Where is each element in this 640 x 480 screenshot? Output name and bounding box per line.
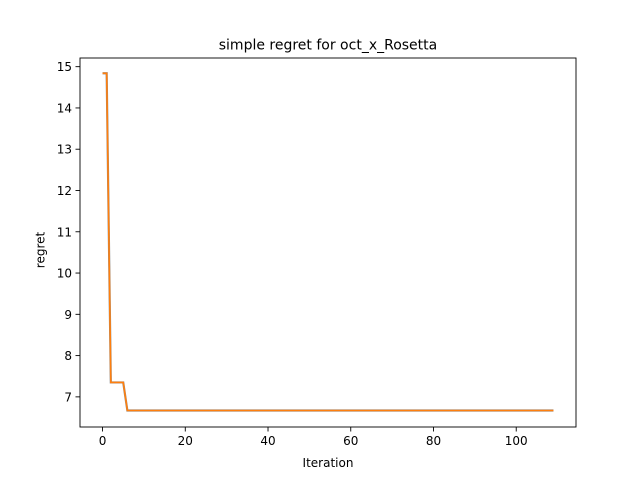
y-axis: 7 8 9 10 11 12 13 14 15 xyxy=(57,60,80,404)
series-line xyxy=(102,72,554,412)
x-tick-label: 60 xyxy=(343,434,358,448)
y-tick-label: 8 xyxy=(64,349,72,363)
y-tick-label: 10 xyxy=(57,267,72,281)
y-tick-label: 14 xyxy=(57,101,72,115)
x-tick-label: 80 xyxy=(426,434,441,448)
x-tick-label: 40 xyxy=(260,434,275,448)
x-axis: 0 20 40 60 80 100 xyxy=(99,427,528,448)
y-tick-label: 11 xyxy=(57,225,72,239)
x-tick-label: 100 xyxy=(505,434,528,448)
chart-title: simple regret for oct_x_Rosetta xyxy=(219,38,437,54)
y-tick-label: 13 xyxy=(57,143,72,157)
x-tick-label: 0 xyxy=(99,434,107,448)
series-layer xyxy=(102,72,554,412)
x-tick-label: 20 xyxy=(178,434,193,448)
y-tick-label: 12 xyxy=(57,184,72,198)
y-tick-label: 15 xyxy=(57,60,72,74)
axes-frame xyxy=(79,57,577,428)
x-axis-label: Iteration xyxy=(303,456,354,470)
y-axis-label: regret xyxy=(34,231,48,268)
y-tick-label: 9 xyxy=(64,308,72,322)
y-tick-label: 7 xyxy=(64,390,72,404)
